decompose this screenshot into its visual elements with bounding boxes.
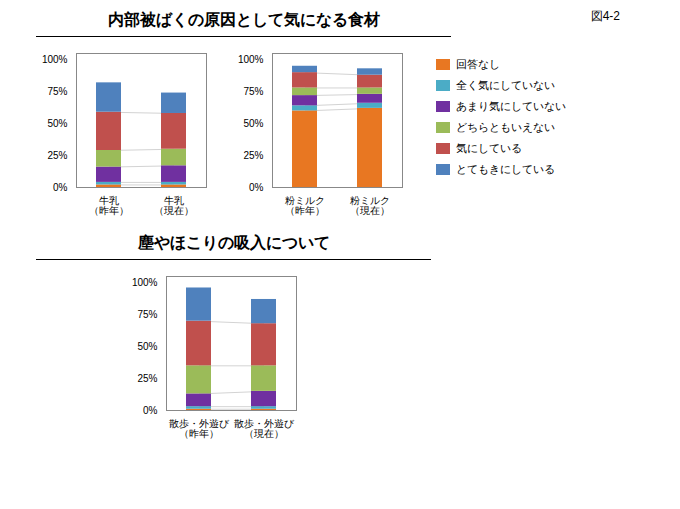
- svg-text:75%: 75%: [47, 86, 67, 97]
- html-text:回答なし: 回答なし: [456, 58, 500, 70]
- svg-text:100%: 100%: [132, 277, 158, 288]
- svg-text:0%: 0%: [53, 182, 68, 193]
- html-text:気にしている: 気にしている: [456, 142, 522, 154]
- html-text:内部被ばくの原因として気になる食材: 内部被ばくの原因として気になる食材: [107, 11, 380, 28]
- svg-text:粉ミルク（現在）: 粉ミルク（現在）: [350, 195, 390, 216]
- svg-text:牛乳（現在）: 牛乳（現在）: [154, 195, 194, 216]
- svg-text:0%: 0%: [249, 182, 264, 193]
- html-text:どちらともいえない: どちらともいえない: [456, 121, 555, 133]
- svg-text:50%: 50%: [243, 118, 263, 129]
- svg-text:25%: 25%: [243, 150, 263, 161]
- svg-text:25%: 25%: [137, 373, 157, 384]
- svg-text:粉ミルク（昨年）: 粉ミルク（昨年）: [285, 195, 325, 216]
- svg-text:75%: 75%: [137, 309, 157, 320]
- html-text:塵やほこりの吸入について: 塵やほこりの吸入について: [137, 234, 330, 251]
- svg-text:50%: 50%: [47, 118, 67, 129]
- svg-text:100%: 100%: [42, 54, 68, 65]
- svg-text:散歩・外遊び（現在）: 散歩・外遊び（現在）: [234, 418, 295, 439]
- svg-text:25%: 25%: [47, 150, 67, 161]
- html-text:あまり気にしていない: あまり気にしていない: [456, 100, 566, 112]
- html-text:図4-2: 図4-2: [590, 9, 620, 23]
- svg-text:50%: 50%: [137, 341, 157, 352]
- svg-text:75%: 75%: [243, 86, 263, 97]
- svg-text:散歩・外遊び（昨年）: 散歩・外遊び（昨年）: [169, 418, 230, 439]
- html-text:とてもきにしている: とてもきにしている: [456, 163, 555, 175]
- html-text:全く気にしていない: 全く気にしていない: [456, 79, 555, 91]
- svg-text:牛乳（昨年）: 牛乳（昨年）: [89, 195, 129, 216]
- svg-text:100%: 100%: [238, 54, 264, 65]
- svg-text:0%: 0%: [143, 405, 158, 416]
